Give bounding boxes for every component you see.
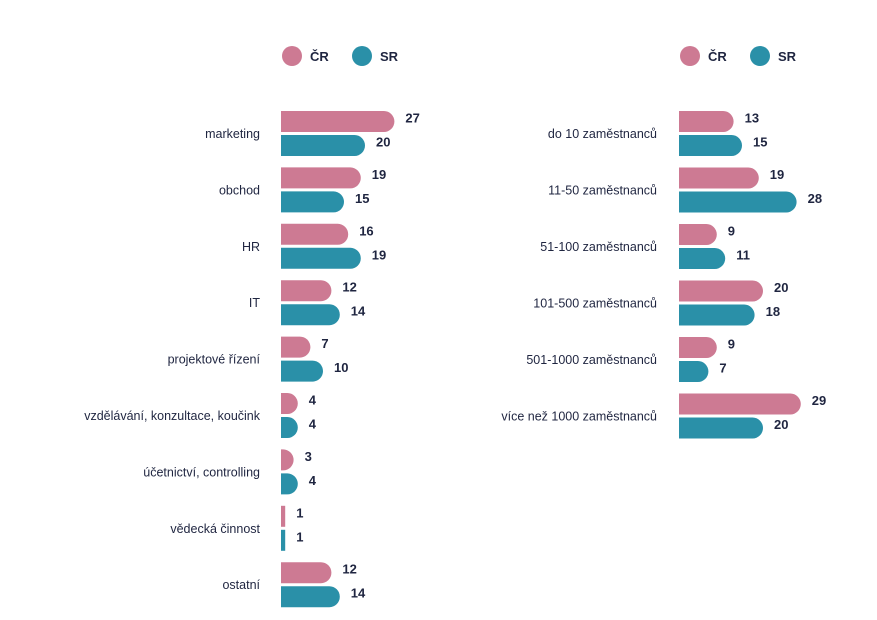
right-value-label-sr: 28 bbox=[808, 191, 822, 206]
left-category-label: ostatní bbox=[222, 578, 260, 592]
left-category-label: obchod bbox=[219, 183, 260, 197]
left-bar-sr bbox=[281, 586, 340, 608]
left-bar-cr bbox=[281, 223, 349, 245]
left-category-label: IT bbox=[249, 296, 260, 310]
left-value-label-sr: 4 bbox=[309, 473, 317, 488]
left-category-label: marketing bbox=[205, 127, 260, 141]
right-bar-cr bbox=[679, 393, 801, 415]
right-bar-sr bbox=[679, 248, 726, 269]
right-bar-cr bbox=[679, 167, 759, 189]
left-legend-swatch-1 bbox=[352, 46, 372, 66]
right-bar-cr bbox=[679, 111, 734, 132]
left-category-label: vzdělávání, konzultace, koučink bbox=[84, 409, 261, 423]
right-category-label: 51-100 zaměstnanců bbox=[540, 240, 657, 254]
right-value-label-cr: 9 bbox=[728, 337, 735, 352]
right-bar-sr bbox=[679, 135, 742, 156]
left-bar-cr bbox=[281, 393, 298, 414]
left-bar-sr bbox=[281, 304, 340, 326]
right-legend-label-1: SR bbox=[778, 49, 797, 64]
left-legend-swatch-0 bbox=[282, 46, 302, 66]
left-category-label: HR bbox=[242, 240, 260, 254]
right-legend-swatch-1 bbox=[750, 46, 770, 66]
left-value-label-cr: 19 bbox=[372, 167, 386, 182]
left-value-label-cr: 3 bbox=[305, 449, 312, 464]
left-value-label-sr: 15 bbox=[355, 191, 369, 206]
left-legend-label-1: SR bbox=[380, 49, 399, 64]
right-category-label: 501-1000 zaměstnanců bbox=[526, 353, 657, 367]
right-value-label-sr: 15 bbox=[753, 135, 767, 150]
right-bar-sr bbox=[679, 417, 763, 439]
right-value-label-sr: 18 bbox=[766, 304, 780, 319]
left-value-label-sr: 14 bbox=[351, 304, 366, 319]
left-value-label-cr: 27 bbox=[405, 111, 419, 126]
left-bar-sr bbox=[281, 247, 361, 269]
right-value-label-sr: 11 bbox=[736, 248, 750, 263]
left-value-label-sr: 14 bbox=[351, 586, 366, 601]
left-legend-label-0: ČR bbox=[310, 49, 329, 64]
right-legend-swatch-0 bbox=[680, 46, 700, 66]
left-value-label-sr: 1 bbox=[296, 529, 303, 544]
left-category-label: projektové řízení bbox=[168, 353, 261, 367]
left-category-label: vědecká činnost bbox=[170, 522, 260, 536]
right-value-label-cr: 9 bbox=[728, 224, 735, 239]
left-bar-cr bbox=[281, 111, 395, 132]
left-bar-cr bbox=[281, 505, 286, 527]
left-category-label: účetnictví, controlling bbox=[143, 465, 260, 479]
left-value-label-sr: 20 bbox=[376, 135, 390, 150]
left-bar-sr bbox=[281, 191, 344, 213]
right-category-label: do 10 zaměstnanců bbox=[548, 127, 657, 141]
left-bar-sr bbox=[281, 417, 298, 438]
left-bar-cr bbox=[281, 449, 294, 471]
left-value-label-cr: 12 bbox=[342, 562, 356, 577]
left-bar-sr bbox=[281, 135, 365, 156]
left-bar-sr bbox=[281, 529, 286, 551]
left-bar-cr bbox=[281, 280, 332, 302]
left-bar-cr bbox=[281, 562, 332, 584]
left-value-label-cr: 1 bbox=[296, 505, 303, 520]
left-value-label-cr: 16 bbox=[359, 223, 373, 238]
right-bar-cr bbox=[679, 337, 717, 358]
right-value-label-sr: 20 bbox=[774, 417, 788, 432]
right-value-label-cr: 29 bbox=[812, 393, 826, 408]
right-category-label: více než 1000 zaměstnanců bbox=[501, 410, 657, 424]
right-value-label-cr: 20 bbox=[774, 280, 788, 295]
left-value-label-cr: 12 bbox=[342, 280, 356, 295]
right-legend-label-0: ČR bbox=[708, 49, 727, 64]
left-value-label-sr: 10 bbox=[334, 360, 348, 375]
right-bar-sr bbox=[679, 361, 709, 382]
left-bar-sr bbox=[281, 473, 298, 495]
right-value-label-cr: 13 bbox=[745, 111, 759, 126]
left-value-label-sr: 4 bbox=[309, 417, 317, 432]
right-bar-cr bbox=[679, 280, 763, 302]
right-bar-cr bbox=[679, 224, 717, 245]
right-category-label: 11-50 zaměstnanců bbox=[548, 184, 657, 198]
right-value-label-cr: 19 bbox=[770, 167, 784, 182]
left-value-label-sr: 19 bbox=[372, 247, 386, 262]
left-bar-cr bbox=[281, 167, 361, 189]
left-value-label-cr: 7 bbox=[321, 336, 328, 351]
left-value-label-cr: 4 bbox=[309, 393, 317, 408]
right-bar-sr bbox=[679, 191, 797, 213]
right-bar-sr bbox=[679, 304, 755, 326]
right-category-label: 101-500 zaměstnanců bbox=[533, 297, 657, 311]
right-value-label-sr: 7 bbox=[719, 361, 726, 376]
left-bar-cr bbox=[281, 336, 311, 358]
left-bar-sr bbox=[281, 360, 323, 382]
